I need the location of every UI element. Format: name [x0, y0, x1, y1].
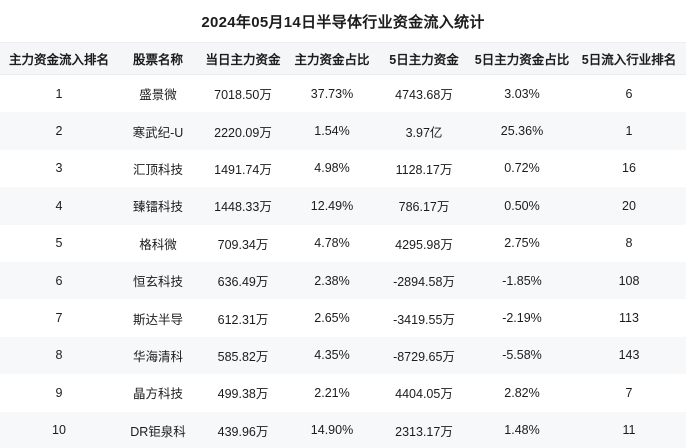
d5-inflow-cell: 4295.98万 — [395, 237, 453, 252]
column-header-main-inflow-cell: 当日主力资金 — [198, 42, 288, 75]
table-header: 主力资金流入排名 股票名称 当日主力资金 主力资金占比 5日主力资金 5日主力资金占比 5日… — [0, 42, 686, 75]
main-inflow-pct-cell: 4.35% — [288, 336, 376, 375]
main-inflow-pct-cell: 4.98% — [314, 161, 350, 176]
d5-inflow-cell: -3419.55万 — [393, 312, 455, 327]
main-inflow-pct-cell: 2.38% — [288, 261, 376, 300]
d5-industry-rank-cell: 113 — [619, 311, 639, 326]
d5-industry-rank-cell: 6 — [625, 86, 633, 101]
d5-inflow-pct-cell: 25.36% — [472, 112, 572, 150]
table-body: 1 盛景微 7018.50万 37.73% 4743.68万 3.03% 6 2 寒武纪-U 22… — [0, 75, 686, 448]
stock-name-cell: 臻镭科技 — [118, 187, 198, 225]
table-row: 2 寒武纪-U 2220.09万 1.54% 3.97亿 25.36% 1 — [0, 112, 686, 150]
stock-name-cell: 格科微 — [139, 237, 177, 252]
rank-cell: 5 — [55, 236, 63, 251]
main-inflow-cell: 439.96万 — [198, 411, 288, 448]
main-inflow-pct-cell: 14.90% — [288, 411, 376, 448]
rank-cell: 1 — [55, 86, 63, 101]
table-row: 5 格科微 709.34万 4.78% 4295.98万 2.75% 8 — [0, 225, 686, 262]
d5-inflow-pct-cell: 2.82% — [504, 385, 540, 400]
table-header-row: 主力资金流入排名 股票名称 当日主力资金 主力资金占比 5日主力资金 5日主力资金占比 5日… — [0, 42, 686, 75]
stock-name-cell: 斯达半导 — [132, 312, 183, 327]
d5-inflow-pct-cell: 2.75% — [504, 236, 540, 251]
main-inflow-cell: 612.31万 — [217, 312, 269, 327]
table-row: 1 盛景微 7018.50万 37.73% 4743.68万 3.03% 6 — [0, 75, 686, 113]
main-inflow-pct-cell: 2.21% — [314, 385, 350, 400]
d5-industry-rank-cell: 143 — [572, 336, 686, 375]
main-inflow-cell: 709.34万 — [217, 237, 269, 252]
d5-inflow-cell: -2894.58万 — [376, 261, 472, 300]
table-row: 6 恒玄科技 636.49万 2.38% -2894.58万 -1.85% 108 — [0, 261, 686, 300]
main-inflow-cell: 636.49万 — [198, 261, 288, 300]
main-inflow-cell: 585.82万 — [198, 336, 288, 375]
d5-industry-rank-cell: 16 — [622, 161, 636, 176]
table-row: 9 晶方科技 499.38万 2.21% 4404.05万 2.82% 7 — [0, 374, 686, 411]
d5-inflow-pct-cell: 0.72% — [504, 161, 540, 176]
column-header-d5-inflow-cell: 5日主力资金 — [376, 42, 472, 75]
column-header-d5-industry-rank-cell: 5日流入行业排名 — [572, 42, 686, 75]
d5-inflow-cell: 1128.17万 — [395, 162, 453, 177]
d5-inflow-cell: 2313.17万 — [376, 411, 472, 448]
table-row: 4 臻镭科技 1448.33万 12.49% 786.17万 0.50% 20 — [0, 187, 686, 225]
rank-cell: 2 — [0, 112, 118, 150]
main-inflow-pct-cell: 12.49% — [288, 187, 376, 225]
column-header-main-inflow-pct-cell: 主力资金占比 — [288, 42, 376, 75]
rank-cell: 7 — [55, 311, 63, 326]
d5-industry-rank-cell: 20 — [572, 187, 686, 225]
d5-inflow-pct-cell: -1.85% — [472, 261, 572, 300]
main-inflow-pct-cell: 2.65% — [314, 311, 350, 326]
column-header-d5-inflow-pct-cell: 5日主力资金占比 — [472, 42, 572, 75]
d5-inflow-pct-cell: -5.58% — [472, 336, 572, 375]
d5-inflow-cell: 4743.68万 — [395, 88, 453, 103]
main-inflow-cell: 1491.74万 — [214, 162, 272, 177]
rank-cell: 8 — [0, 336, 118, 375]
stock-name-cell: 恒玄科技 — [118, 261, 198, 300]
stock-name-cell: DR钜泉科 — [118, 411, 198, 448]
main-inflow-cell: 2220.09万 — [198, 112, 288, 150]
d5-inflow-pct-cell: 0.50% — [472, 187, 572, 225]
rank-cell: 10 — [0, 411, 118, 448]
d5-industry-rank-cell: 8 — [625, 236, 633, 251]
d5-industry-rank-cell: 108 — [572, 261, 686, 300]
title-bar: 2024年05月14日半导体行业资金流入统计 — [0, 0, 686, 42]
rank-cell: 3 — [55, 161, 63, 176]
stock-name-cell: 盛景微 — [139, 88, 177, 103]
d5-industry-rank-cell: 1 — [572, 112, 686, 150]
main-inflow-pct-cell: 1.54% — [288, 112, 376, 150]
table-row: 7 斯达半导 612.31万 2.65% -3419.55万 -2.19% 113 — [0, 299, 686, 336]
main-inflow-cell: 1448.33万 — [198, 187, 288, 225]
table-row: 8 华海清科 585.82万 4.35% -8729.65万 -5.58% 143 — [0, 336, 686, 375]
stock-name-cell: 华海清科 — [118, 336, 198, 375]
table-row: 10 DR钜泉科 439.96万 14.90% 2313.17万 1.48% 11 — [0, 411, 686, 448]
d5-inflow-pct-cell: 1.48% — [472, 411, 572, 448]
capital-inflow-table: 主力资金流入排名 股票名称 当日主力资金 主力资金占比 5日主力资金 5日主力资金占比 5日… — [0, 42, 686, 448]
column-header-rank-cell: 主力资金流入排名 — [0, 42, 118, 75]
rank-cell: 6 — [0, 261, 118, 300]
main-inflow-pct-cell: 4.78% — [314, 236, 350, 251]
stock-name-cell: 晶方科技 — [132, 387, 183, 402]
d5-industry-rank-cell: 11 — [572, 411, 686, 448]
main-inflow-cell: 7018.50万 — [214, 88, 272, 103]
d5-inflow-cell: 786.17万 — [376, 187, 472, 225]
d5-industry-rank-cell: 7 — [625, 385, 633, 400]
stock-name-cell: 寒武纪-U — [118, 112, 198, 150]
d5-inflow-cell: 4404.05万 — [395, 387, 453, 402]
d5-inflow-pct-cell: -2.19% — [502, 311, 542, 326]
stock-name-cell: 汇顶科技 — [132, 162, 183, 177]
d5-inflow-pct-cell: 3.03% — [504, 86, 540, 101]
d5-inflow-cell: -8729.65万 — [376, 336, 472, 375]
d5-inflow-cell: 3.97亿 — [376, 112, 472, 150]
page-title: 2024年05月14日半导体行业资金流入统计 — [201, 13, 485, 31]
main-inflow-cell: 499.38万 — [217, 387, 269, 402]
rank-cell: 9 — [55, 385, 63, 400]
rank-cell: 4 — [0, 187, 118, 225]
column-header-stock-name-cell: 股票名称 — [118, 42, 198, 75]
main-inflow-pct-cell: 37.73% — [310, 86, 354, 101]
table-row: 3 汇顶科技 1491.74万 4.98% 1128.17万 0.72% 16 — [0, 150, 686, 187]
